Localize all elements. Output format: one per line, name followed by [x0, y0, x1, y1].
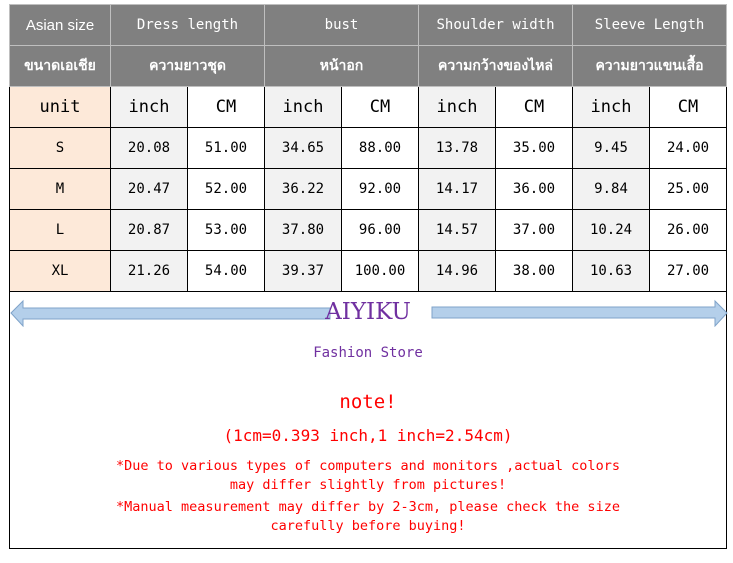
table-row: L 20.87 53.00 37.80 96.00 14.57 37.00 10.24 26.0… [9, 209, 728, 251]
header-row-thai: ขนาดเอเชีย ความยาวชุด หน้าอก ความกว้างขอ… [9, 45, 728, 87]
cm-value-cell: 51.00 [187, 127, 265, 169]
cm-value-cell: 88.00 [341, 127, 419, 169]
inch-value-cell: 14.17 [418, 168, 496, 210]
inch-value-cell: 14.96 [418, 250, 496, 292]
cm-value-cell: 27.00 [649, 250, 728, 292]
cm-value-cell: 25.00 [649, 168, 728, 210]
inch-value-cell: 34.65 [264, 127, 342, 169]
unit-cm: CM [187, 86, 265, 128]
header-sleeve-length: Sleeve Length [572, 4, 728, 46]
cm-value-cell: 26.00 [649, 209, 728, 251]
header-thai-size: ขนาดเอเชีย [9, 45, 111, 87]
cm-value-cell: 36.00 [494, 168, 574, 210]
cm-value-cell: 96.00 [341, 209, 419, 251]
header-thai-shoulder: ความกว้างของไหล่ [417, 45, 574, 87]
note-line-2: may differ slightly from pictures! [229, 477, 507, 493]
inch-value-cell: 9.45 [572, 127, 651, 169]
note-title: note! [339, 391, 397, 413]
inch-value-cell: 20.08 [110, 127, 188, 169]
unit-cm: CM [649, 86, 728, 128]
size-cell: XL [9, 250, 111, 292]
table-row: M 20.47 52.00 36.22 92.00 14.17 36.00 9.84 25.00 [9, 168, 728, 210]
note-line-1: *Due to various types of computers and m… [116, 458, 620, 474]
table-row: S 20.08 51.00 34.65 88.00 13.78 35.00 9.45 24.00 [9, 127, 728, 169]
cm-value-cell: 35.00 [494, 127, 574, 169]
note-conversion: (1cm=0.393 inch,1 inch=2.54cm) [223, 426, 513, 445]
note-line-4: carefully before buying! [270, 518, 466, 534]
unit-cm: CM [341, 86, 419, 128]
cm-value-cell: 52.00 [187, 168, 265, 210]
unit-inch: inch [110, 86, 188, 128]
header-shoulder-width: Shoulder width [417, 4, 574, 46]
unit-inch: inch [418, 86, 496, 128]
header-thai-sleeve: ความยาวแขนเสื้อ [572, 45, 728, 87]
cm-value-cell: 54.00 [187, 250, 265, 292]
cm-value-cell: 92.00 [341, 168, 419, 210]
size-cell: S [9, 127, 111, 169]
header-bust: bust [264, 4, 419, 46]
size-chart-table: Asian size Dress length bust Shoulder wi… [9, 4, 728, 292]
cm-value-cell: 100.00 [341, 250, 419, 292]
size-cell: M [9, 168, 111, 210]
unit-inch: inch [264, 86, 342, 128]
cm-value-cell: 24.00 [649, 127, 728, 169]
cm-value-cell: 38.00 [494, 250, 574, 292]
header-row-english: Asian size Dress length bust Shoulder wi… [9, 4, 728, 46]
header-dress-length: Dress length [110, 4, 265, 46]
double-arrow-icon [10, 299, 728, 327]
table-row: XL 21.26 54.00 39.37 100.00 14.96 38.00 10.63 27… [9, 250, 728, 292]
cm-value-cell: 53.00 [187, 209, 265, 251]
size-cell: L [9, 209, 111, 251]
inch-value-cell: 20.47 [110, 168, 188, 210]
inch-value-cell: 10.63 [572, 250, 651, 292]
inch-value-cell: 36.22 [264, 168, 342, 210]
inch-value-cell: 10.24 [572, 209, 651, 251]
inch-value-cell: 9.84 [572, 168, 651, 210]
inch-value-cell: 13.78 [418, 127, 496, 169]
inch-value-cell: 21.26 [110, 250, 188, 292]
unit-label: unit [9, 86, 111, 128]
brand-name: AIYIKU [325, 299, 411, 325]
unit-row: unit inch CM inch CM inch CM inch CM [9, 86, 728, 128]
cm-value-cell: 37.00 [494, 209, 574, 251]
inch-value-cell: 37.80 [264, 209, 342, 251]
brand-tagline: Fashion Store [313, 345, 423, 361]
note-line-3: *Manual measurement may differ by 2-3cm,… [116, 499, 620, 515]
info-panel: AIYIKU Fashion Store note! (1cm=0.393 in… [9, 291, 728, 549]
header-thai-dress: ความยาวชุด [110, 45, 265, 87]
header-asian-size: Asian size [9, 4, 111, 46]
inch-value-cell: 14.57 [418, 209, 496, 251]
inch-value-cell: 20.87 [110, 209, 188, 251]
unit-inch: inch [572, 86, 651, 128]
header-thai-bust: หน้าอก [264, 45, 419, 87]
inch-value-cell: 39.37 [264, 250, 342, 292]
unit-cm: CM [494, 86, 574, 128]
